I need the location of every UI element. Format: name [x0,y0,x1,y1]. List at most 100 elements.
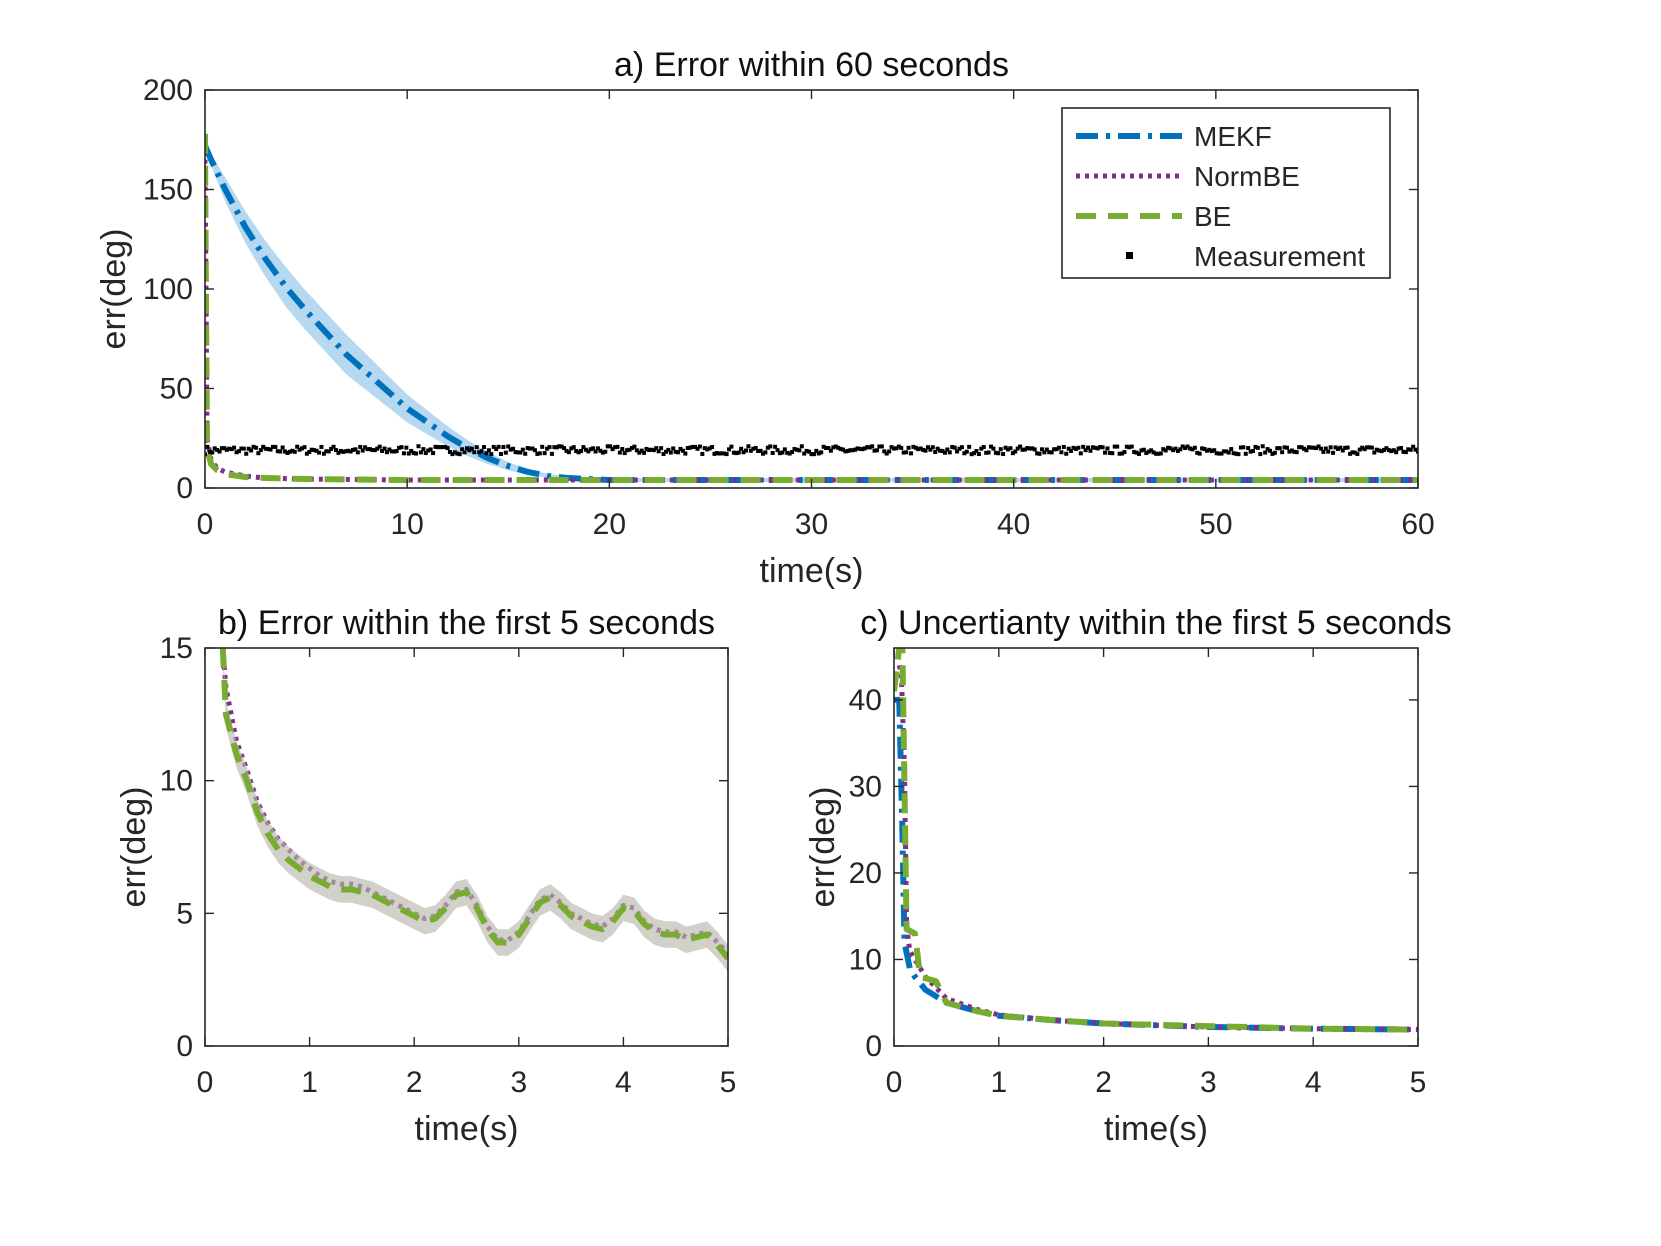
panel-b-error-first-5s: 0 1 2 3 4 5 0 5 10 15 b) Error within the first 5 … [115,604,736,1148]
x-tick-label: 3 [510,1066,527,1099]
measurement-point [1054,447,1059,452]
measurement-point [1081,444,1086,449]
measurement-point [625,448,630,453]
axes-frame [204,647,729,1047]
measurement-point [875,448,880,453]
measurement-point [855,446,860,451]
measurement-point [1003,445,1008,450]
y-tick-label: 10 [160,765,193,798]
measurement-point [1287,449,1292,454]
measurement-point [542,451,547,456]
measurement-point [314,448,319,453]
measurement-point [503,450,508,455]
measurement-point [319,444,324,449]
measurement-point [913,445,918,450]
measurement-point [1369,445,1374,450]
legend-swatch-measurement [1126,252,1133,259]
measurement-point [751,446,756,451]
measurement-point [838,446,843,451]
measurement-point [1093,445,1098,450]
measurement-point [734,451,739,456]
measurement-point [409,448,414,453]
measurement-point [668,450,673,455]
measurement-point [540,444,545,449]
measurement-point [1284,445,1289,450]
measurement-point [1134,450,1139,455]
measurement-point [816,451,821,456]
measurement-point [1090,445,1095,450]
chart-title: b) Error within the first 5 seconds [218,604,715,642]
measurement-point [1039,447,1044,452]
chart-title: c) Uncertianty within the first 5 second… [860,604,1451,642]
measurement-point [1175,449,1180,454]
measurement-point [950,445,955,450]
measurement-point [1401,449,1406,454]
measurement-point [389,449,394,454]
measurement-point [593,449,598,454]
x-tick-label: 30 [795,508,828,541]
measurement-point [460,447,465,452]
measurement-point [1120,451,1125,456]
measurement-point [1183,446,1188,451]
measurement-point [1141,447,1146,452]
measurement-point [341,449,346,454]
measurement-point [401,451,406,456]
measurement-point [942,450,947,455]
series-be-line [894,648,1418,1033]
measurement-point [392,449,397,454]
measurement-point [656,449,661,454]
measurement-point [1304,448,1309,453]
measurement-point [229,447,234,452]
measurement-point [428,447,433,452]
measurement-point [506,444,511,449]
measurement-point [554,445,559,450]
x-tick-label: 50 [1199,508,1232,541]
measurement-point [833,444,838,449]
measurement-point [1318,446,1323,451]
measurement-point [741,450,746,455]
measurement-point [440,445,445,450]
x-axis-label: time(s) [1104,1110,1208,1148]
measurement-point [603,449,608,454]
measurement-point [486,448,491,453]
measurement-point [435,445,440,450]
measurement-point [787,451,792,456]
measurement-point [1202,447,1207,452]
measurement-point [465,446,470,451]
measurement-point [217,449,222,454]
legend-label: Measurement [1194,241,1365,272]
measurement-point [1355,451,1360,456]
measurement-point [1018,444,1023,449]
measurement-point [1326,449,1331,454]
measurement-point [976,451,981,456]
measurement-point [923,448,928,453]
measurement-point [367,447,372,452]
measurement-point [763,450,768,455]
measurement-point [947,450,952,455]
measurement-point [1238,445,1243,450]
measurement-point [1224,449,1229,454]
axes-frame [893,647,1419,1047]
measurement-point [1357,447,1362,452]
measurement-point [889,445,894,450]
plot-area [205,133,1418,484]
measurement-point [501,445,506,450]
measurement-point [1275,446,1280,451]
measurement-point [397,445,402,450]
measurement-point [576,450,581,455]
measurement-point [443,444,448,449]
y-tick-label: 30 [849,770,882,803]
measurement-point [608,444,613,449]
measurement-point [1382,447,1387,452]
measurement-point [819,450,824,455]
y-tick-label: 5 [176,897,193,930]
measurement-point [673,449,678,454]
measurement-point [312,448,317,453]
x-tick-label: 0 [886,1066,903,1099]
measurement-point [1386,448,1391,453]
measurement-point [717,451,722,456]
measurement-point [676,450,681,455]
measurement-point [1151,450,1156,455]
measurement-point [661,451,666,456]
measurement-point [615,444,620,449]
